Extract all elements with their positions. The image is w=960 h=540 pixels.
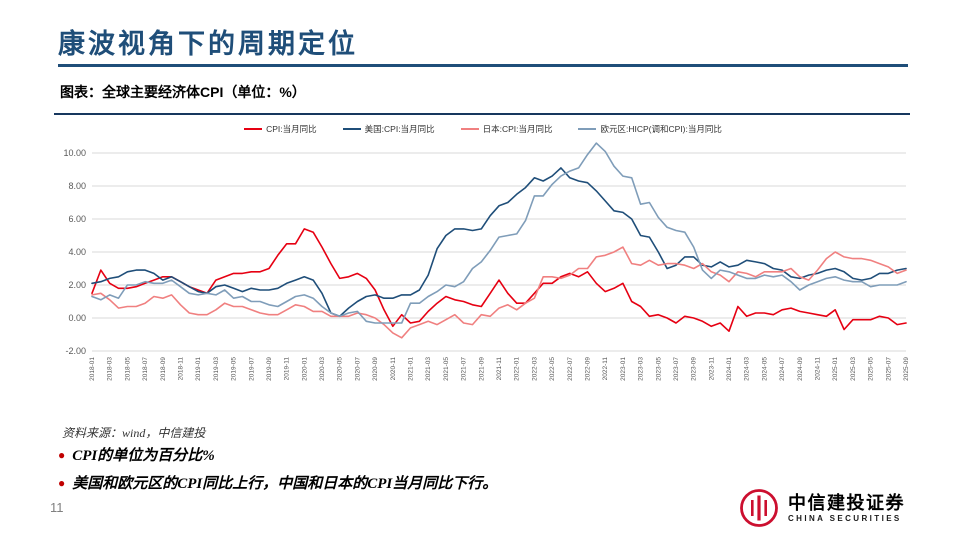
bullet-text: CPI的单位为百分比% (72, 448, 215, 464)
x-tick-label: 2024-03 (744, 357, 751, 381)
caption-divider (54, 113, 910, 115)
x-tick-label: 2022-09 (584, 357, 591, 381)
bullet-text: 美国和欧元区的CPI同比上行，中国和日本的CPI当月同比下行。 (72, 476, 498, 492)
legend-label: 日本:CPI:当月同比 (482, 124, 553, 134)
series-line (91, 246, 907, 339)
legend-swatch (460, 128, 479, 130)
chart-legend: CPI:当月同比 美国:CPI:当月同比 日本:CPI:当月同比 欧元区:HICP(调… (54, 119, 912, 139)
y-tick-label: 10.00 (63, 148, 86, 158)
x-tick-label: 2019-03 (213, 357, 220, 381)
chart-plot: -2.00 0.00 2.00 4.00 6.00 8.00 10.00 2018-01 201… (63, 142, 910, 381)
legend-swatch (578, 128, 597, 130)
x-tick-label: 2018-05 (124, 357, 131, 381)
bullet-list: ● CPI的单位为百分比% ● 美国和欧元区的CPI同比上行，中国和日本的CPI当月… (58, 444, 497, 500)
bullet-item: ● 美国和欧元区的CPI同比上行，中国和日本的CPI当月同比下行。 (58, 472, 497, 493)
x-tick-label: 2023-07 (673, 357, 680, 381)
title-divider (58, 64, 908, 67)
page-title: 康波视角下的周期定位 (58, 29, 358, 60)
legend-swatch (244, 128, 263, 130)
legend-label: 美国:CPI:当月同比 (364, 124, 435, 134)
logo-emblem-icon (740, 489, 778, 527)
x-tick-label: 2023-05 (655, 357, 662, 381)
figure-caption: 图表：全球主要经济体CPI（单位：%） (60, 84, 306, 100)
source-note: 资料来源：wind，中信建投 (62, 426, 206, 440)
x-tick-label: 2025-03 (850, 357, 857, 381)
y-tick-label: 0.00 (68, 313, 86, 323)
x-tick-label: 2021-03 (425, 357, 432, 381)
x-tick-label: 2019-11 (284, 357, 291, 381)
x-tick-label: 2018-07 (142, 357, 149, 381)
x-tick-label: 2018-01 (89, 357, 96, 381)
x-tick-label: 2022-01 (514, 357, 521, 381)
cpi-line-chart: CPI:当月同比 美国:CPI:当月同比 日本:CPI:当月同比 欧元区:HICP(调… (54, 119, 912, 415)
series-line (91, 142, 907, 324)
logo-text: 中信建投证券 CHINA SECURITIES (788, 493, 905, 523)
series-line (91, 228, 907, 332)
x-tick-label: 2022-07 (567, 357, 574, 381)
company-logo: 中信建投证券 CHINA SECURITIES (738, 487, 905, 529)
x-tick-label: 2024-11 (815, 357, 822, 381)
x-tick-label: 2024-01 (726, 357, 733, 381)
bullet-item: ● CPI的单位为百分比% (58, 444, 497, 465)
logo-subname: CHINA SECURITIES (788, 513, 902, 523)
x-tick-label: 2022-11 (602, 357, 609, 381)
x-tick-label: 2020-07 (354, 357, 361, 381)
x-tick-label: 2023-01 (620, 357, 627, 381)
bullet-icon: ● (58, 476, 66, 490)
x-tick-label: 2021-09 (478, 357, 485, 381)
x-tick-label: 2020-03 (319, 357, 326, 381)
legend-item: 美国:CPI:当月同比 (342, 123, 435, 135)
x-tick-label: 2019-07 (248, 357, 255, 381)
bullet-icon: ● (58, 448, 66, 462)
x-tick-label: 2021-11 (496, 357, 503, 381)
x-tick-label: 2022-03 (531, 357, 538, 381)
x-tick-label: 2020-01 (301, 357, 308, 381)
x-tick-label: 2023-11 (708, 357, 715, 381)
x-tick-label: 2022-05 (549, 357, 556, 381)
legend-item: 欧元区:HICP(调和CPI):当月同比 (578, 123, 722, 135)
x-tick-label: 2020-09 (372, 357, 379, 381)
legend-label: CPI:当月同比 (266, 124, 317, 134)
x-tick-label: 2025-09 (903, 357, 910, 381)
x-tick-label: 2018-03 (107, 357, 114, 381)
x-tick-label: 2018-09 (160, 357, 167, 381)
y-tick-label: 8.00 (68, 181, 86, 191)
y-tick-label: 6.00 (68, 214, 86, 224)
x-tick-label: 2025-01 (832, 357, 839, 381)
y-tick-label: 4.00 (68, 247, 86, 257)
y-tick-label: 2.00 (68, 280, 86, 290)
logo-name: 中信建投证券 (788, 493, 905, 514)
x-tick-label: 2023-03 (638, 357, 645, 381)
legend-item: 日本:CPI:当月同比 (460, 123, 553, 135)
x-tick-label: 2020-11 (390, 357, 397, 381)
x-tick-label: 2018-11 (177, 357, 184, 381)
x-tick-label: 2025-07 (885, 357, 892, 381)
x-tick-label: 2019-01 (195, 357, 202, 381)
page-number: 11 (50, 500, 64, 515)
series-line (91, 167, 907, 318)
x-tick-label: 2021-07 (461, 357, 468, 381)
x-tick-label: 2024-07 (779, 357, 786, 381)
x-tick-label: 2024-09 (797, 357, 804, 381)
y-tick-label: -2.00 (65, 346, 86, 356)
legend-item: CPI:当月同比 (244, 123, 317, 135)
x-tick-label: 2021-05 (443, 357, 450, 381)
x-tick-label: 2019-05 (231, 357, 238, 381)
legend-label: 欧元区:HICP(调和CPI):当月同比 (600, 124, 722, 134)
x-tick-label: 2020-05 (337, 357, 344, 381)
x-tick-label: 2024-05 (761, 357, 768, 381)
x-tick-label: 2023-09 (691, 357, 698, 381)
x-tick-label: 2021-01 (408, 357, 415, 381)
legend-swatch (342, 128, 361, 130)
x-tick-label: 2025-05 (868, 357, 875, 381)
x-tick-label: 2019-09 (266, 357, 273, 381)
